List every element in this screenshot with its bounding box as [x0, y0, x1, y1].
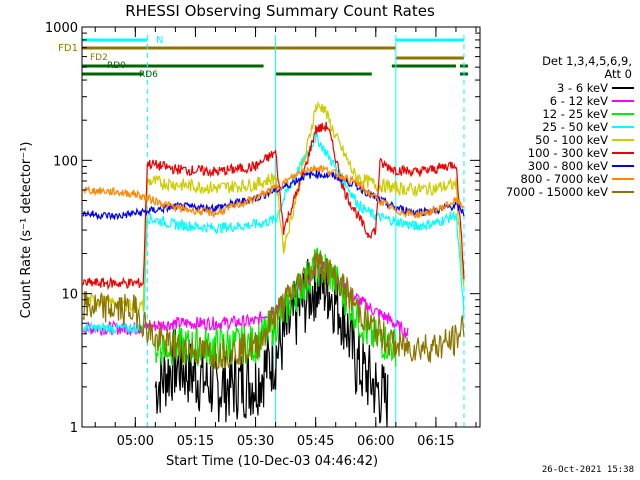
y-tick-label: 1 — [70, 421, 78, 436]
timestamp: 26-Oct-2021 15:38 — [541, 465, 634, 475]
flag-label-rd0: RD0 — [107, 61, 126, 71]
legend-swatch — [612, 112, 634, 115]
legend-label: 300 - 800 keV — [527, 158, 608, 173]
plot-frame — [81, 26, 481, 428]
legend-swatch — [612, 190, 634, 193]
legend-entry: 12 - 25 keV — [482, 106, 638, 121]
flag-bars — [82, 38, 468, 76]
orbit-boundary-lines — [146, 35, 465, 427]
flag-label-n: N — [156, 35, 163, 46]
legend-label: 800 - 7000 keV — [520, 171, 608, 186]
legend-entry: 7000 - 15000 keV — [482, 184, 638, 199]
y-axis-label: Count Rate (s⁻¹ detector⁻¹) — [19, 142, 34, 319]
legend-label: 100 - 300 keV — [527, 145, 608, 160]
legend-label: 12 - 25 keV — [542, 106, 608, 121]
legend-detectors: Det 1,3,4,5,6,9, — [542, 54, 632, 68]
series-lines — [82, 100, 465, 428]
x-tick-label: 05:00 — [117, 434, 154, 449]
axes: 1 10 100 1000 05:00 05:15 05:30 05:45 06:00 06:15 — [45, 21, 480, 449]
legend-swatch — [612, 177, 634, 180]
series-line-3-6-kev — [154, 249, 389, 428]
series-line-25-50-kev — [82, 132, 465, 335]
legend-swatch — [612, 99, 634, 102]
series-line-6-12-kev — [82, 261, 409, 339]
legend-entry: 50 - 100 keV — [482, 132, 638, 147]
series-line-7000-15000-kev — [82, 251, 465, 370]
x-axis-label: Start Time (10-Dec-03 04:46:42) — [165, 454, 379, 469]
legend-swatch — [612, 138, 634, 141]
y-tick-label: 100 — [53, 154, 78, 169]
x-tick-label: 05:30 — [237, 434, 274, 449]
legend-entry: 300 - 800 keV — [482, 158, 638, 173]
series-line-100-300-kev — [82, 121, 465, 291]
legend-label: 7000 - 15000 keV — [505, 184, 608, 199]
legend: Det 1,3,4,5,6,9, Att 0 3 - 6 keV 6 - 12 k… — [482, 54, 638, 199]
legend-label: 25 - 50 keV — [542, 119, 608, 134]
legend-swatch — [612, 86, 634, 89]
y-tick-label: 10 — [61, 288, 78, 303]
flag-label-fd2: FD2 — [90, 53, 108, 63]
flag-label-fd1: FD1 — [58, 43, 78, 54]
chart-title: RHESSI Observing Summary Count Rates — [125, 2, 435, 20]
series-line-800-7000-kev — [82, 164, 465, 220]
x-tick-label: 06:15 — [417, 434, 454, 449]
legend-entry: 3 - 6 keV — [482, 80, 638, 95]
x-tick-label: 05:15 — [177, 434, 214, 449]
legend-entries: 3 - 6 keV 6 - 12 keV 12 - 25 keV 25 - 50 ke… — [482, 80, 638, 199]
legend-attenuator: Att 0 — [604, 67, 632, 81]
legend-label: 50 - 100 keV — [535, 132, 608, 147]
x-tick-label: 05:45 — [297, 434, 334, 449]
legend-swatch — [612, 151, 634, 154]
y-tick-label: 1000 — [45, 21, 78, 36]
legend-label: 3 - 6 keV — [557, 80, 608, 95]
flag-label-rd6: RD6 — [139, 70, 158, 80]
legend-swatch — [612, 125, 634, 128]
x-tick-label: 06:00 — [357, 434, 394, 449]
legend-entry: 100 - 300 keV — [482, 145, 638, 160]
legend-label: 6 - 12 keV — [549, 93, 608, 108]
legend-entry: 6 - 12 keV — [482, 93, 638, 108]
legend-entry: 800 - 7000 keV — [482, 171, 638, 186]
series-line-300-800-kev — [82, 169, 465, 221]
legend-swatch — [612, 164, 634, 167]
legend-entry: 25 - 50 keV — [482, 119, 638, 134]
series-line-12-25-kev — [154, 247, 397, 367]
